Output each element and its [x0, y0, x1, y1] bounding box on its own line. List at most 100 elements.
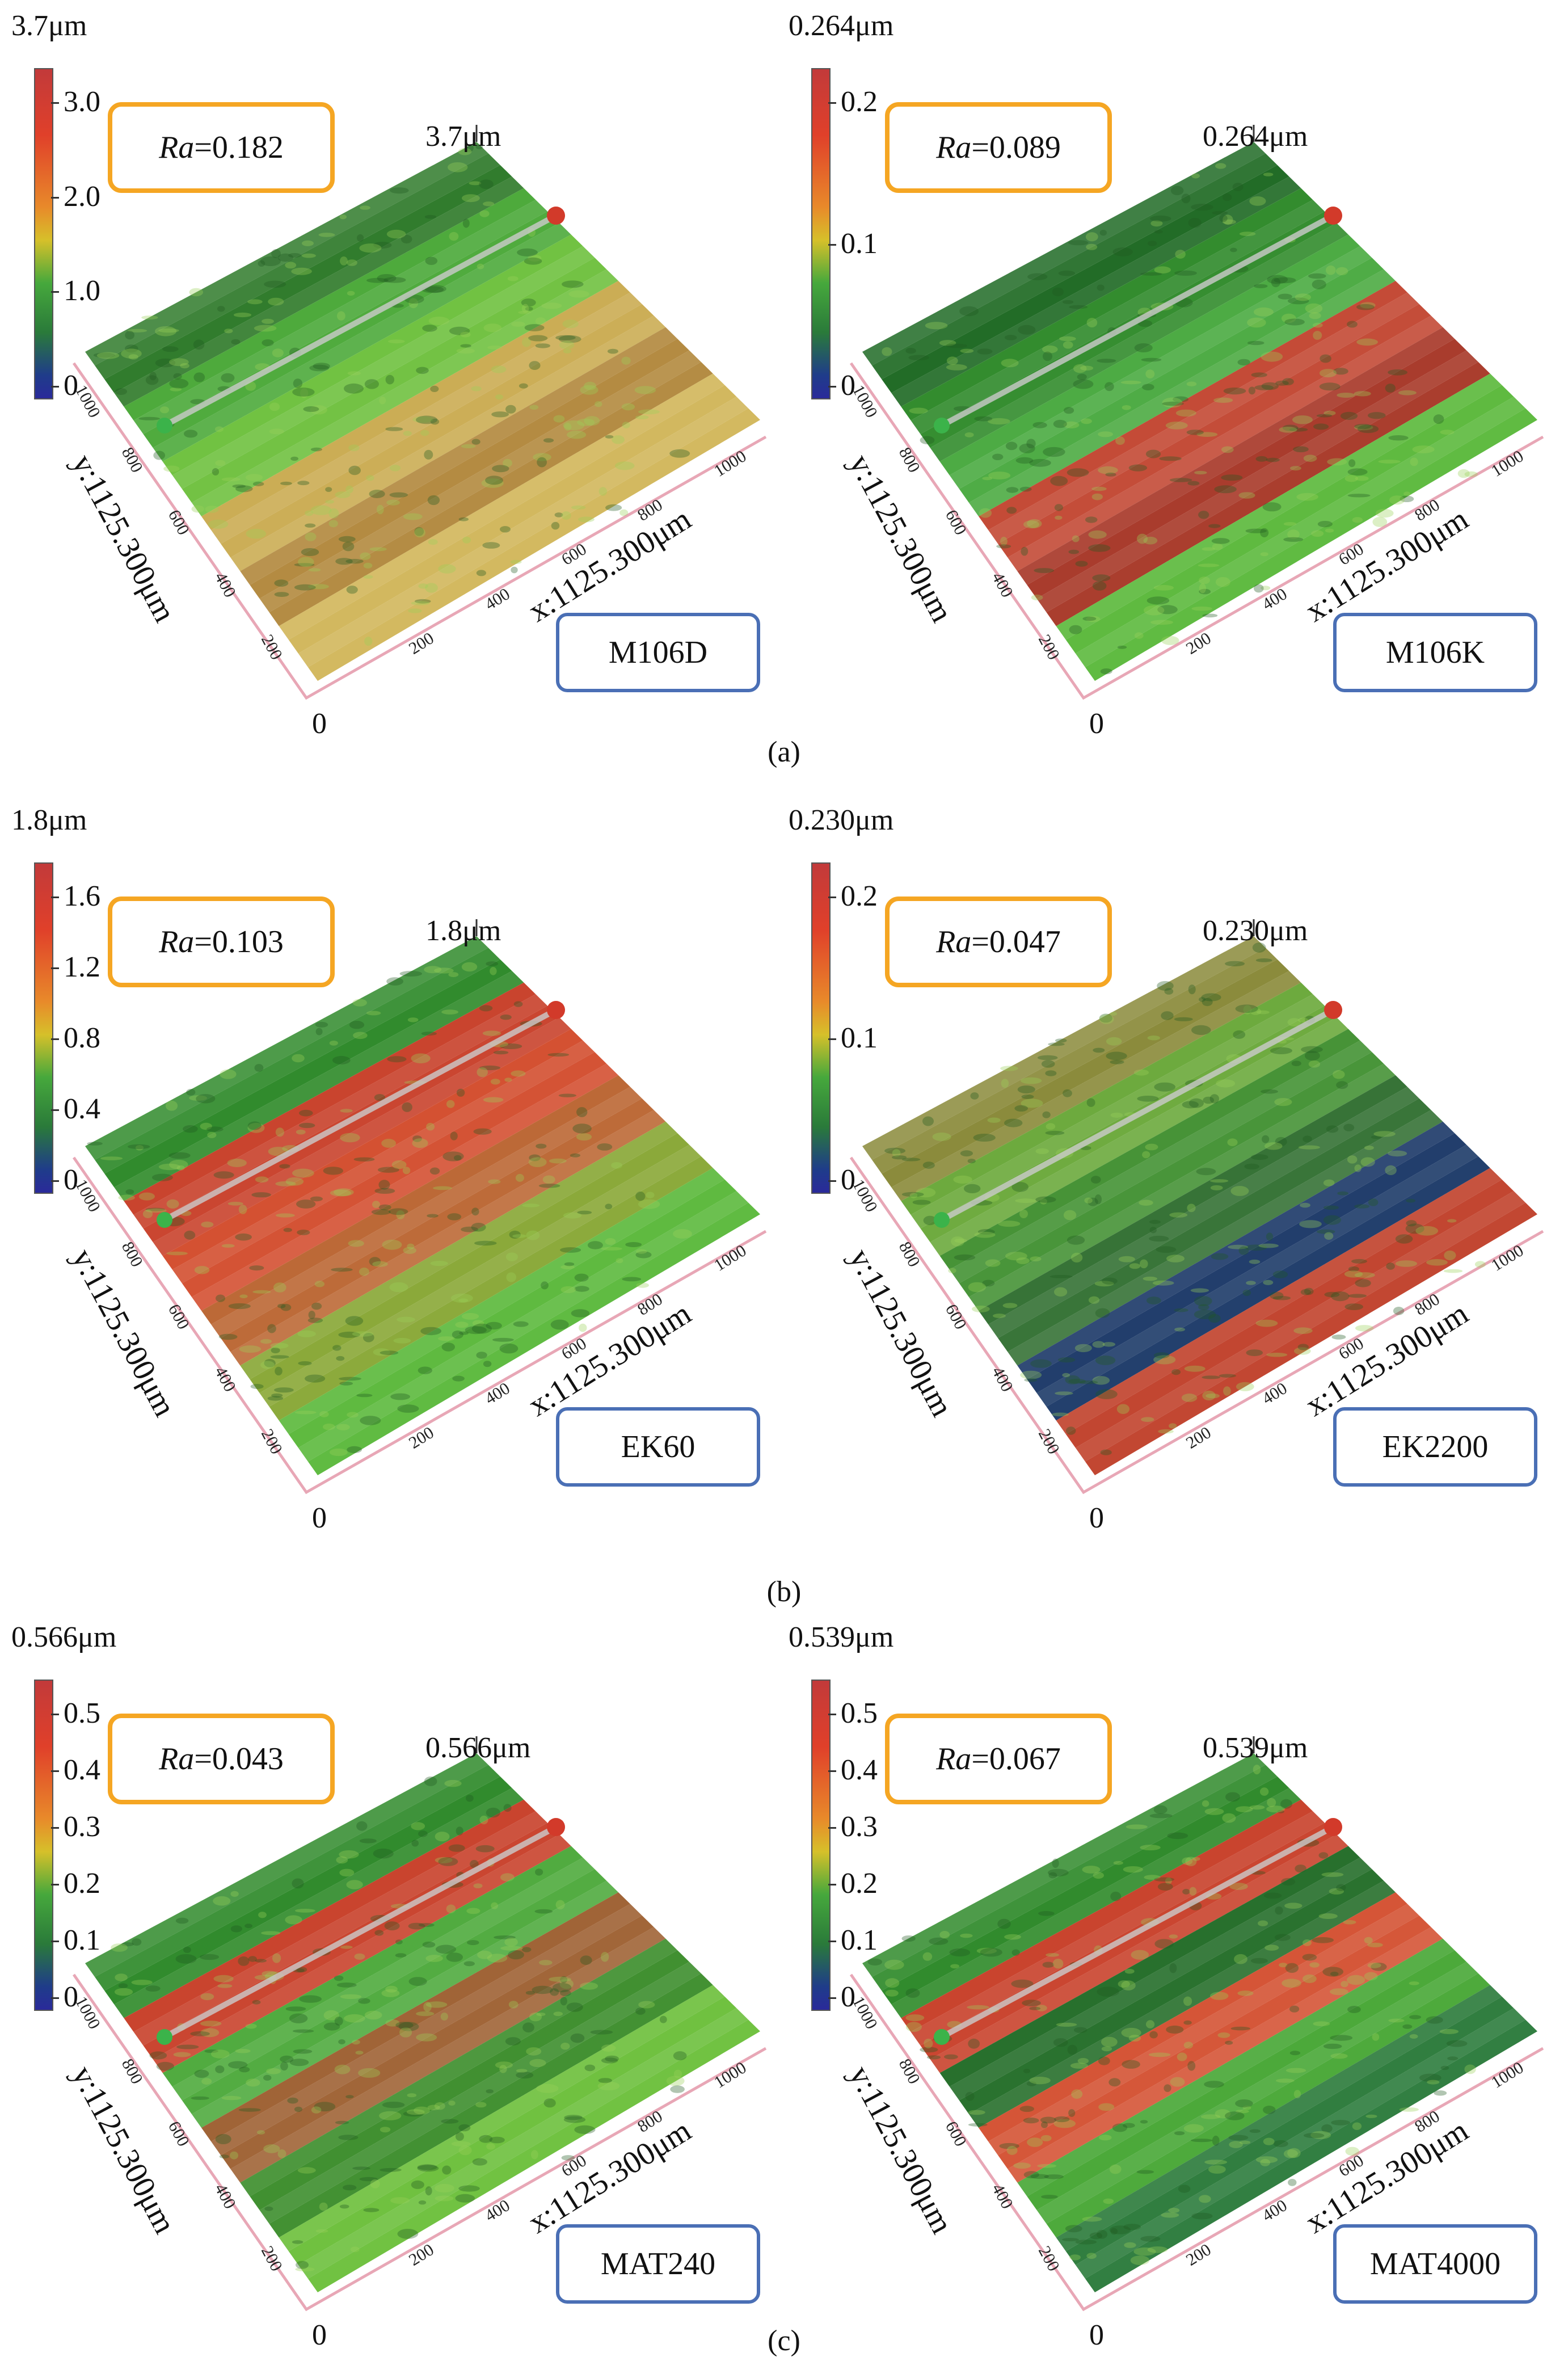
surface-texture — [562, 319, 579, 329]
surface-texture — [535, 317, 546, 325]
surface-texture — [466, 1795, 474, 1802]
surface-texture — [1303, 1939, 1312, 1946]
surface-texture — [477, 1950, 492, 1959]
surface-stripe — [959, 258, 1384, 503]
surface-texture — [1194, 470, 1207, 475]
surface-texture — [1238, 1246, 1249, 1255]
surface-texture — [977, 1229, 995, 1235]
surface-texture — [438, 564, 456, 574]
surface-texture — [1131, 1950, 1149, 1960]
surface-texture — [1245, 1244, 1267, 1251]
surface-texture — [543, 2098, 556, 2108]
surface-texture — [408, 1922, 425, 1930]
surface-texture — [1288, 2179, 1297, 2186]
surface-texture — [1000, 537, 1008, 546]
colorbar-tick-mark — [51, 1884, 59, 1885]
surface-texture — [176, 2044, 199, 2049]
surface-texture — [153, 451, 166, 460]
surface-texture — [901, 1158, 921, 1161]
roughness-ra-box: Ra =0.067 — [885, 1714, 1112, 1804]
surface-texture — [1223, 388, 1246, 395]
surface-stripe — [133, 1811, 547, 2045]
colorbar-tick-label: 0.4 — [64, 1093, 100, 1125]
surface-texture — [1276, 2078, 1295, 2083]
surface-stripe — [1065, 1996, 1514, 2265]
surface-texture — [1071, 2089, 1083, 2099]
surface-texture — [492, 465, 509, 473]
surface-texture — [976, 1947, 997, 1954]
surface-texture — [1371, 1963, 1387, 1971]
colorbar — [811, 862, 831, 1194]
surface-texture — [381, 1139, 396, 1148]
surface-texture — [486, 1807, 500, 1818]
surface-texture — [968, 2110, 985, 2115]
surface-texture — [1124, 2242, 1136, 2248]
surface-texture — [1237, 359, 1250, 366]
surface-stripe — [307, 1202, 760, 1475]
surface-texture — [1042, 1962, 1055, 1968]
surface-texture — [208, 519, 229, 529]
surface-stripe — [162, 1846, 583, 2087]
surface-texture — [1089, 2232, 1103, 2240]
surface-texture — [1344, 475, 1358, 482]
surface-texture — [486, 2143, 495, 2150]
surface-texture — [1242, 2106, 1251, 2110]
surface-texture — [407, 2093, 417, 2098]
surface-texture — [482, 1030, 501, 1036]
surface-texture — [967, 1159, 976, 1164]
colorbar-tick-label: 0.2 — [841, 1867, 878, 1900]
surface-texture — [412, 416, 433, 423]
surface-texture — [1283, 522, 1297, 526]
surface-texture — [332, 1345, 342, 1351]
surface-texture — [974, 1231, 996, 1238]
surface-texture — [246, 529, 267, 539]
surface-texture — [1016, 1257, 1030, 1264]
colorbar-tick-mark — [828, 102, 836, 104]
surface-texture — [323, 2022, 340, 2031]
surface-texture — [395, 1953, 407, 1958]
surface-texture — [418, 583, 428, 589]
surface-texture — [1134, 343, 1153, 352]
surface-texture — [386, 499, 400, 506]
surface-texture — [393, 1337, 411, 1344]
surface-texture — [283, 1228, 292, 1232]
surface-texture — [529, 405, 539, 410]
surface-texture — [469, 181, 482, 186]
surface-texture — [427, 2105, 440, 2111]
surface-texture — [275, 1127, 284, 1137]
surface-texture — [949, 1948, 971, 1957]
surface-texture — [111, 1943, 128, 1952]
surface-texture — [1347, 1975, 1365, 1985]
surface-texture — [1023, 2171, 1039, 2179]
surface-texture — [965, 2091, 975, 2101]
surface-texture — [1185, 1857, 1197, 1866]
profile-end-marker — [1324, 1001, 1342, 1019]
surface-texture — [518, 310, 531, 314]
surface-texture — [503, 1804, 512, 1812]
surface-texture — [1169, 1423, 1177, 1429]
surface-texture — [595, 401, 602, 407]
surface-texture — [489, 2136, 505, 2144]
surface-stripe — [1008, 1927, 1443, 2183]
surface-stripe — [949, 1857, 1372, 2101]
sample-name-box: EK2200 — [1333, 1407, 1537, 1487]
surface-texture — [1100, 668, 1112, 675]
surface-texture — [901, 1935, 916, 1942]
surface-texture — [228, 2061, 248, 2069]
surface-stripe — [1017, 1938, 1455, 2196]
surface-texture — [1045, 1070, 1057, 1076]
surface-texture — [1086, 1098, 1095, 1107]
surface-texture — [1214, 485, 1237, 494]
surface-texture — [217, 1984, 233, 1988]
surface-texture — [1329, 1888, 1344, 1895]
surface-texture — [1235, 2110, 1249, 2114]
surface-texture — [1323, 1215, 1341, 1225]
surface-texture — [1192, 1857, 1200, 1861]
surface-texture — [399, 971, 423, 977]
surface-texture — [495, 394, 503, 400]
surface-texture — [1088, 1296, 1100, 1304]
surface-texture — [551, 521, 560, 530]
surface-texture — [389, 492, 408, 498]
surface-texture — [505, 1252, 519, 1261]
surface-texture — [1257, 1010, 1270, 1015]
